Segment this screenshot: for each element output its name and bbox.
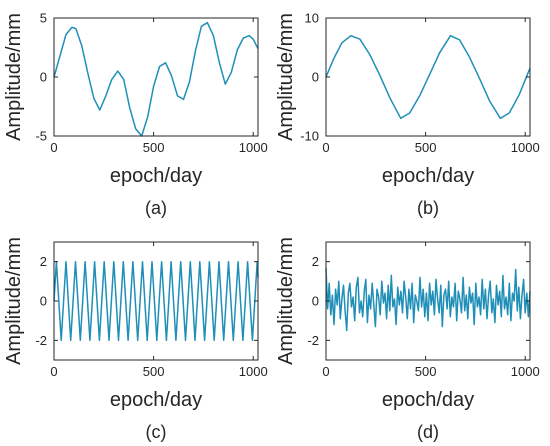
x-tick-label: 0 (50, 364, 57, 379)
y-tick-label: 0 (40, 70, 47, 85)
x-tick-label: 500 (415, 140, 437, 155)
panel-c: 0 500 1000 -2 0 2 epoch/day Amplitude/mm (c) (3, 237, 268, 442)
x-tick-label: 0 (50, 140, 57, 155)
x-tick-label: 500 (143, 140, 165, 155)
x-axis-label: epoch/day (382, 165, 474, 187)
y-tick-label: -2 (307, 333, 319, 348)
y-axis-label: Amplitude/mm (3, 13, 25, 141)
y-tick-label: -10 (300, 129, 319, 144)
plot-frame (53, 241, 259, 361)
plot-frame (325, 241, 531, 361)
y-tick-label: 5 (40, 11, 47, 26)
x-tick-label: 1000 (239, 140, 268, 155)
x-axis-label: epoch/day (110, 165, 202, 187)
y-tick-label: 10 (305, 11, 319, 26)
series-line (53, 21, 259, 137)
panel-label: (c) (146, 422, 167, 442)
x-tick-label: 500 (415, 364, 437, 379)
y-tick-label: 2 (312, 254, 319, 269)
x-tick-label: 1000 (511, 140, 540, 155)
x-tick-label: 0 (322, 364, 329, 379)
x-axis-label: epoch/day (382, 389, 474, 411)
x-tick-label: 0 (322, 140, 329, 155)
panel-d: 0 500 1000 -2 0 2 epoch/day Amplitude/mm (d) (275, 237, 540, 442)
panel-label: (b) (417, 198, 439, 218)
y-axis-label: Amplitude/mm (3, 237, 25, 365)
y-tick-label: 0 (312, 294, 319, 309)
y-tick-label: -5 (35, 129, 47, 144)
y-tick-label: -2 (35, 333, 47, 348)
y-tick-label: 0 (40, 294, 47, 309)
series-line (325, 267, 531, 332)
y-axis-label: Amplitude/mm (275, 237, 297, 365)
series-line (325, 34, 531, 120)
panel-label: (d) (417, 422, 439, 442)
x-tick-label: 500 (143, 364, 165, 379)
y-axis-label: Amplitude/mm (275, 13, 297, 141)
x-tick-label: 1000 (239, 364, 268, 379)
x-axis-label: epoch/day (110, 389, 202, 411)
series-line (53, 260, 259, 342)
x-tick-label: 1000 (511, 364, 540, 379)
panel-label: (a) (145, 198, 167, 218)
y-tick-label: 2 (40, 254, 47, 269)
y-tick-label: 0 (312, 70, 319, 85)
